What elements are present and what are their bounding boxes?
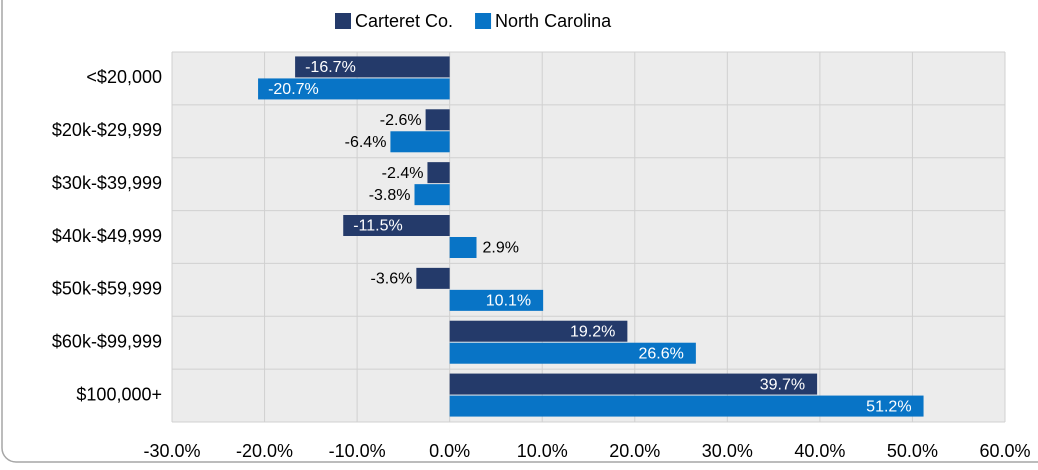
value-label: 39.7% <box>760 376 805 393</box>
bar <box>343 215 450 236</box>
bar <box>390 131 450 153</box>
x-tick-label: 30.0% <box>702 441 753 461</box>
x-tick-label: 40.0% <box>794 441 845 461</box>
y-tick-label: $20k-$29,999 <box>52 120 162 140</box>
value-label: -3.8% <box>369 187 411 204</box>
value-label: -2.6% <box>380 112 422 129</box>
y-tick-label: $60k-$99,999 <box>52 331 162 351</box>
value-label: -6.4% <box>345 134 387 151</box>
bar <box>258 78 450 100</box>
x-tick-label: 10.0% <box>517 441 568 461</box>
x-tick-label: 20.0% <box>609 441 660 461</box>
x-tick-label: -30.0% <box>143 441 200 461</box>
bar <box>449 373 818 395</box>
plot-area <box>172 52 1005 422</box>
value-label: -16.7% <box>305 59 356 76</box>
value-label: -11.5% <box>353 218 403 235</box>
value-label: -20.7% <box>268 81 319 98</box>
bar <box>416 267 450 289</box>
legend-swatch <box>335 13 351 29</box>
y-tick-label: $100,000+ <box>76 384 162 404</box>
y-tick-label: $30k-$39,999 <box>52 173 162 193</box>
value-label: -3.6% <box>371 271 413 288</box>
y-tick-label: $50k-$59,999 <box>52 279 162 299</box>
x-tick-label: 0.0% <box>429 441 470 461</box>
value-label: 10.1% <box>486 293 531 310</box>
y-tick-label: $40k-$49,999 <box>52 226 162 246</box>
bar <box>449 289 544 311</box>
x-tick-label: -10.0% <box>329 441 386 461</box>
x-tick-label: 60.0% <box>979 441 1030 461</box>
legend-label: Carteret Co. <box>355 11 453 31</box>
legend-label: North Carolina <box>495 11 612 31</box>
value-label: 51.2% <box>866 398 911 415</box>
y-tick-label: <$20,000 <box>86 67 162 87</box>
value-label: 2.9% <box>483 240 519 257</box>
bar <box>414 184 450 206</box>
legend-swatch <box>475 13 492 29</box>
bar <box>295 56 450 78</box>
bar <box>449 237 477 258</box>
bar <box>427 162 450 184</box>
x-tick-label: 50.0% <box>887 441 938 461</box>
bar <box>449 395 924 417</box>
bar <box>449 320 628 342</box>
value-label: 19.2% <box>570 323 615 340</box>
bar <box>449 342 696 364</box>
x-tick-label: -20.0% <box>236 441 293 461</box>
value-label: 26.6% <box>638 345 683 362</box>
value-label: -2.4% <box>382 165 424 182</box>
bar <box>425 109 450 131</box>
